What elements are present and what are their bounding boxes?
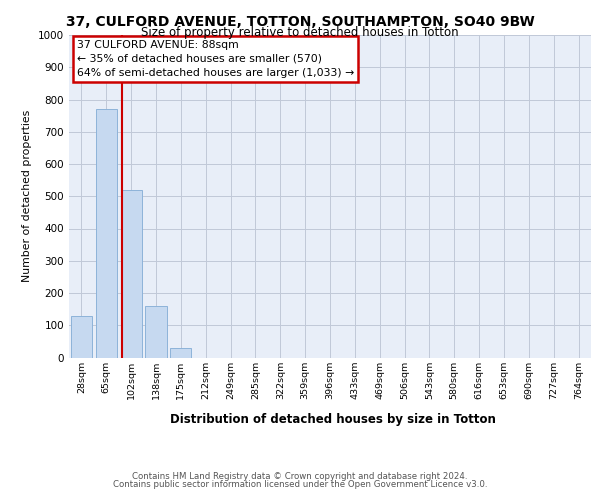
- Text: 37 CULFORD AVENUE: 88sqm
← 35% of detached houses are smaller (570)
64% of semi-: 37 CULFORD AVENUE: 88sqm ← 35% of detach…: [77, 40, 354, 78]
- Y-axis label: Number of detached properties: Number of detached properties: [22, 110, 32, 282]
- Bar: [96, 109, 117, 358]
- Bar: [71, 316, 92, 358]
- Text: Size of property relative to detached houses in Totton: Size of property relative to detached ho…: [141, 26, 459, 39]
- Text: Contains public sector information licensed under the Open Government Licence v3: Contains public sector information licen…: [113, 480, 487, 489]
- Bar: [121, 190, 142, 358]
- Text: Contains HM Land Registry data © Crown copyright and database right 2024.: Contains HM Land Registry data © Crown c…: [132, 472, 468, 481]
- Bar: [145, 306, 167, 358]
- Bar: [170, 348, 191, 358]
- Text: 37, CULFORD AVENUE, TOTTON, SOUTHAMPTON, SO40 9BW: 37, CULFORD AVENUE, TOTTON, SOUTHAMPTON,…: [65, 15, 535, 29]
- Text: Distribution of detached houses by size in Totton: Distribution of detached houses by size …: [170, 412, 496, 426]
